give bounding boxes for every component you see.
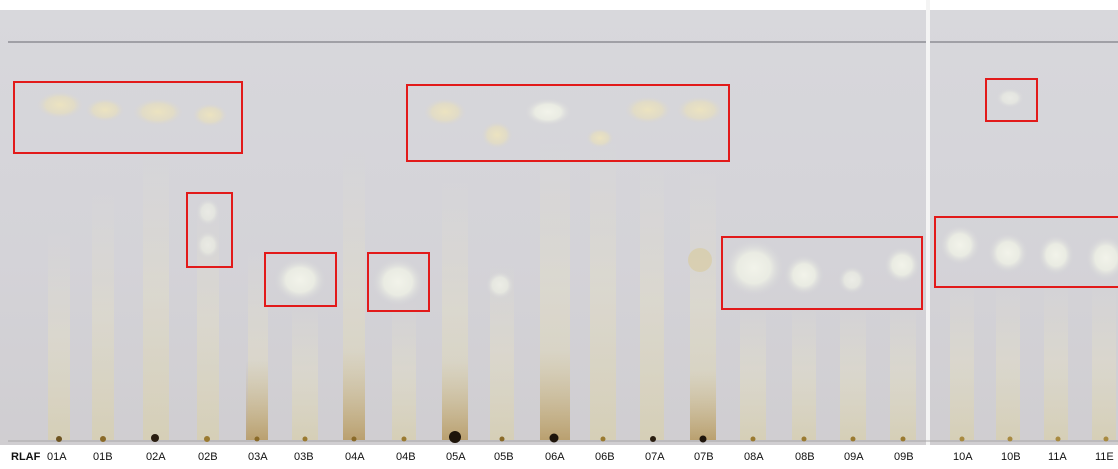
upper-spots (36, 88, 1024, 149)
highlight-box (264, 252, 337, 307)
lane-label: RLAF (11, 451, 41, 463)
highlight-box (13, 81, 243, 154)
lane-label: 08B (795, 451, 815, 463)
highlight-box (721, 236, 923, 310)
top-white-margin (0, 0, 1118, 10)
lane-label: 05B (494, 451, 514, 463)
lane-label: 06A (545, 451, 565, 463)
lane-label: 11E (1095, 451, 1114, 463)
highlight-box (406, 84, 730, 162)
lane-label: 09A (844, 451, 864, 463)
lane-label: 03B (294, 451, 314, 463)
highlight-box (367, 252, 430, 312)
lane-label: 01A (47, 451, 67, 463)
lane-label: 04B (396, 451, 416, 463)
lane-label: 10A (953, 451, 973, 463)
middle-spots (196, 198, 1118, 306)
bottom-white-margin (0, 445, 1118, 469)
lane-label: 07A (645, 451, 665, 463)
lane-label: 04A (345, 451, 365, 463)
origin-spots (56, 431, 1109, 443)
highlight-box (934, 216, 1118, 288)
lane-label: 11A (1048, 451, 1067, 463)
lane-label: 09B (894, 451, 914, 463)
lane-label: 10B (1001, 451, 1021, 463)
highlight-boxes (13, 78, 1118, 312)
lane-label: 07B (694, 451, 714, 463)
highlight-box (985, 78, 1038, 122)
lane-label: 05A (446, 451, 466, 463)
highlight-box (186, 192, 233, 268)
lane-label: 02B (198, 451, 218, 463)
panel-divider (926, 0, 930, 469)
lane-label: 08A (744, 451, 764, 463)
lane-label: 06B (595, 451, 615, 463)
lane-label: 03A (248, 451, 268, 463)
lane-label: 01B (93, 451, 113, 463)
lane-label: 02A (146, 451, 166, 463)
